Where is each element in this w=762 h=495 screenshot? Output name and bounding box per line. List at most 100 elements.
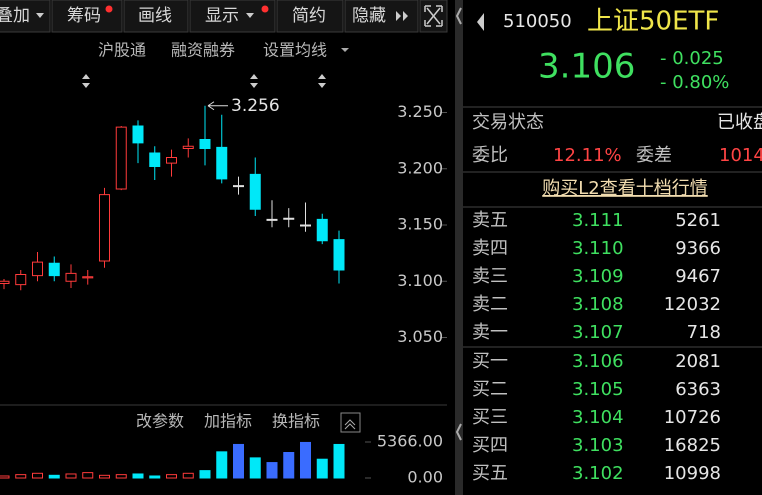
splitter[interactable] — [455, 0, 463, 495]
event-markers — [82, 74, 326, 88]
volume-bar — [182, 472, 194, 479]
volume-bar — [82, 472, 94, 479]
order-label: 卖一 — [472, 322, 508, 343]
y-tick-label: 3.050 — [397, 327, 443, 346]
order-label: 卖五 — [472, 210, 508, 231]
dropdown-icon — [36, 13, 44, 18]
order-price: 3.102 — [572, 463, 624, 484]
candle-body — [266, 218, 278, 221]
indicator-button[interactable]: 改参数 — [136, 412, 184, 431]
back-icon[interactable] — [477, 13, 484, 31]
button-label[interactable]: 画线 — [138, 6, 172, 26]
order-volume: 2081 — [675, 351, 721, 372]
chart-link[interactable]: 沪股通 — [98, 41, 146, 60]
order-price: 3.105 — [572, 379, 624, 400]
button[interactable] — [189, 0, 276, 33]
candle-body — [199, 139, 211, 149]
button-label[interactable]: 叠加 — [0, 6, 30, 26]
order-diff: 1014 — [719, 145, 762, 166]
order-label: 买一 — [472, 351, 508, 372]
volume-bar — [115, 474, 127, 479]
order-volume: 12032 — [664, 294, 721, 315]
button-label[interactable]: 隐藏 — [352, 6, 386, 26]
candle-body — [15, 274, 27, 286]
badge — [261, 5, 269, 13]
order-label: 买三 — [472, 407, 508, 428]
order-volume: 6363 — [675, 379, 721, 400]
trading-status: 已收盘 — [717, 112, 762, 133]
button[interactable] — [0, 0, 51, 33]
y-tick-label: 3.250 — [397, 102, 443, 121]
candle-body — [65, 272, 77, 282]
candle-body — [233, 185, 244, 188]
stock-code: 510050 — [503, 11, 572, 32]
order-price: 3.107 — [572, 322, 624, 343]
field-label: 交易状态 — [472, 112, 544, 133]
last-price: 3.106 — [538, 47, 635, 87]
collapse-icon — [344, 419, 356, 430]
candle-body — [0, 280, 10, 284]
candle-body — [82, 276, 94, 279]
volume-bar — [333, 443, 345, 479]
toolbar: 叠加 筹码 画线 显示 简约 隐藏 — [0, 0, 448, 33]
dropdown-icon — [246, 13, 254, 18]
field-label: 委差 — [636, 145, 672, 166]
button-label[interactable]: 显示 — [205, 6, 239, 26]
y-tick-label: 3.100 — [397, 271, 443, 290]
volume-bar — [149, 475, 161, 479]
button[interactable] — [344, 0, 419, 33]
candle-body — [283, 217, 295, 220]
volume-bar — [316, 458, 328, 479]
order-ratio: 12.11% — [553, 145, 622, 166]
order-label: 买五 — [472, 463, 508, 484]
volume-bar — [249, 457, 261, 479]
candle-body — [166, 157, 177, 164]
price-change: - 0.025 — [660, 48, 724, 69]
order-volume: 718 — [687, 322, 721, 343]
order-price: 3.110 — [572, 238, 624, 259]
candle-body — [132, 125, 144, 144]
y-tick-label: 0.00 — [407, 468, 443, 487]
order-label: 卖四 — [472, 238, 508, 259]
candle-body — [115, 126, 127, 190]
order-price: 3.106 — [572, 351, 624, 372]
button[interactable] — [276, 0, 344, 33]
volume-bar — [216, 451, 228, 479]
order-price: 3.111 — [572, 210, 624, 231]
chart-link[interactable]: 融资融券 — [171, 41, 235, 60]
candle-body — [249, 173, 261, 210]
volume-bar — [32, 472, 43, 479]
indicator-button[interactable]: 加指标 — [204, 412, 252, 431]
order-price: 3.103 — [572, 435, 624, 456]
order-price: 3.109 — [572, 266, 624, 287]
chart-link[interactable]: 设置均线 — [263, 41, 327, 60]
event-marker[interactable] — [250, 74, 258, 88]
volume-bar — [199, 470, 211, 479]
volume-bar — [65, 473, 77, 479]
volume-bar — [99, 474, 110, 479]
annotation-arrow — [207, 101, 228, 111]
button-label[interactable]: 简约 — [292, 6, 326, 26]
event-marker[interactable] — [318, 74, 326, 88]
volume-bar — [266, 462, 278, 479]
button[interactable] — [51, 0, 123, 33]
expand-icon — [396, 11, 408, 21]
splitter-arrow — [455, 7, 462, 441]
order-volume: 9467 — [675, 266, 721, 287]
button-label[interactable]: 筹码 — [67, 6, 101, 26]
candle-body — [149, 152, 161, 167]
event-marker[interactable] — [82, 74, 90, 88]
candle-body — [32, 261, 43, 277]
order-volume: 10726 — [664, 407, 721, 428]
l2-link[interactable]: 购买L2查看十档行情 — [542, 178, 707, 199]
badge — [105, 5, 113, 13]
button[interactable] — [123, 0, 189, 33]
price-change-pct: - 0.80% — [660, 72, 729, 93]
candle-body — [99, 194, 110, 262]
collapse-button[interactable] — [340, 412, 361, 433]
field-label: 委比 — [472, 145, 508, 166]
indicator-button[interactable]: 换指标 — [272, 412, 320, 431]
order-price: 3.104 — [572, 407, 624, 428]
